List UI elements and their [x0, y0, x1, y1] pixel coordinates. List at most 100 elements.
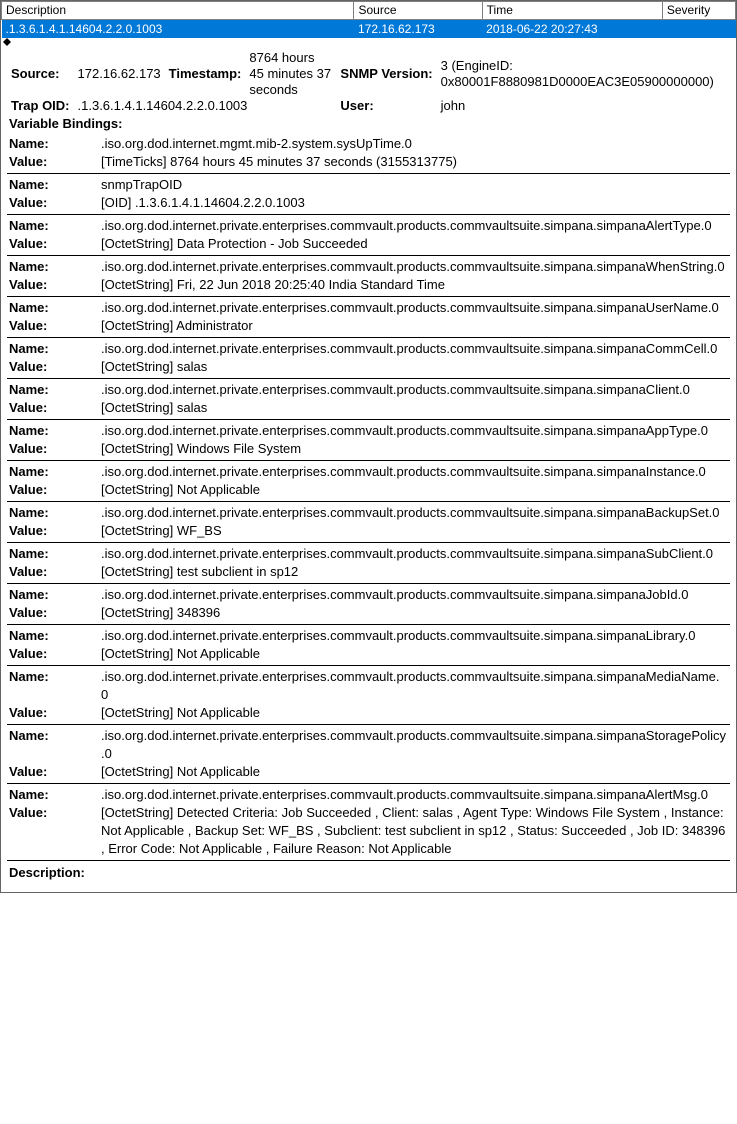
- variable-binding: Name:.iso.org.dod.internet.private.enter…: [7, 584, 730, 625]
- binding-name-label: Name:: [7, 258, 101, 276]
- binding-value-value: [OctetString] Administrator: [101, 317, 730, 335]
- variable-binding: Name:.iso.org.dod.internet.private.enter…: [7, 461, 730, 502]
- binding-name-value: .iso.org.dod.internet.private.enterprise…: [101, 340, 730, 358]
- column-header-source[interactable]: Source: [354, 2, 482, 20]
- binding-name-label: Name:: [7, 176, 101, 194]
- column-header-time[interactable]: Time: [482, 2, 662, 20]
- binding-name-label: Name:: [7, 727, 101, 745]
- variable-binding: Name:snmpTrapOIDValue:[OID] .1.3.6.1.4.1…: [7, 174, 730, 215]
- binding-value-label: Value:: [7, 604, 101, 622]
- binding-value-value: [OctetString] Detected Criteria: Job Suc…: [101, 804, 730, 858]
- variable-binding: Name:.iso.org.dod.internet.private.enter…: [7, 784, 730, 861]
- binding-name-value: .iso.org.dod.internet.private.enterprise…: [101, 727, 730, 763]
- binding-name-label: Name:: [7, 668, 101, 686]
- binding-value-value: [OctetString] 348396: [101, 604, 730, 622]
- binding-name-value: snmpTrapOID: [101, 176, 730, 194]
- variable-binding: Name:.iso.org.dod.internet.private.enter…: [7, 338, 730, 379]
- binding-name-value: .iso.org.dod.internet.private.enterprise…: [101, 627, 730, 645]
- variable-binding: Name:.iso.org.dod.internet.private.enter…: [7, 502, 730, 543]
- value-trap-oid: .1.3.6.1.4.1.14604.2.2.0.1003: [74, 98, 337, 114]
- binding-value-label: Value:: [7, 194, 101, 212]
- variable-binding: Name:.iso.org.dod.internet.private.enter…: [7, 379, 730, 420]
- variable-binding: Name:.iso.org.dod.internet.private.enter…: [7, 215, 730, 256]
- binding-value-value: [OctetString] Windows File System: [101, 440, 730, 458]
- binding-value-value: [OctetString] Data Protection - Job Succ…: [101, 235, 730, 253]
- trap-viewer-window: Description Source Time Severity .1.3.6.…: [0, 0, 737, 893]
- column-header-severity[interactable]: Severity: [662, 2, 735, 20]
- binding-name-value: .iso.org.dod.internet.private.enterprise…: [101, 258, 730, 276]
- binding-name-value: .iso.org.dod.internet.private.enterprise…: [101, 786, 730, 804]
- binding-value-value: [OctetString] test subclient in sp12: [101, 563, 730, 581]
- binding-value-label: Value:: [7, 704, 101, 722]
- variable-binding: Name:.iso.org.dod.internet.private.enter…: [7, 666, 730, 725]
- binding-value-value: [OctetString] salas: [101, 399, 730, 417]
- binding-name-value: .iso.org.dod.internet.private.enterprise…: [101, 668, 730, 704]
- binding-name-label: Name:: [7, 422, 101, 440]
- binding-value-label: Value:: [7, 317, 101, 335]
- binding-name-label: Name:: [7, 545, 101, 563]
- binding-value-label: Value:: [7, 563, 101, 581]
- column-header-row: Description Source Time Severity: [2, 2, 736, 20]
- splitter-bar[interactable]: [1, 38, 736, 46]
- splitter-grip-icon: [3, 38, 15, 46]
- cell-description: .1.3.6.1.4.1.14604.2.2.0.1003: [2, 20, 354, 39]
- variable-binding: Name:.iso.org.dod.internet.private.enter…: [7, 256, 730, 297]
- label-source: Source:: [7, 50, 74, 98]
- binding-value-label: Value:: [7, 276, 101, 294]
- variable-binding: Name:.iso.org.dod.internet.private.enter…: [7, 725, 730, 784]
- binding-name-label: Name:: [7, 586, 101, 604]
- trap-detail-pane: Source: 172.16.62.173 Timestamp: 8764 ho…: [1, 46, 736, 892]
- binding-value-label: Value:: [7, 440, 101, 458]
- cell-severity: [662, 20, 735, 39]
- value-user: john: [437, 98, 730, 114]
- binding-value-value: [OctetString] WF_BS: [101, 522, 730, 540]
- value-source: 172.16.62.173: [74, 50, 165, 98]
- label-timestamp: Timestamp:: [165, 50, 246, 98]
- variable-binding: Name:.iso.org.dod.internet.mgmt.mib-2.sy…: [7, 133, 730, 174]
- description-heading: Description:: [7, 861, 730, 886]
- binding-value-label: Value:: [7, 399, 101, 417]
- binding-value-value: [OID] .1.3.6.1.4.1.14604.2.2.0.1003: [101, 194, 730, 212]
- variable-bindings-heading: Variable Bindings:: [7, 114, 730, 133]
- label-trap-oid: Trap OID:: [7, 98, 74, 114]
- binding-name-label: Name:: [7, 504, 101, 522]
- binding-name-value: .iso.org.dod.internet.private.enterprise…: [101, 463, 730, 481]
- value-snmp-version: 3 (EngineID: 0x80001F8880981D0000EAC3E05…: [437, 50, 730, 98]
- binding-name-label: Name:: [7, 135, 101, 153]
- binding-name-value: .iso.org.dod.internet.private.enterprise…: [101, 381, 730, 399]
- value-timestamp: 8764 hours 45 minutes 37 seconds: [245, 50, 336, 98]
- binding-name-value: .iso.org.dod.internet.private.enterprise…: [101, 422, 730, 440]
- trap-list-row-selected[interactable]: .1.3.6.1.4.1.14604.2.2.0.1003 172.16.62.…: [2, 20, 736, 39]
- binding-value-value: [OctetString] Not Applicable: [101, 645, 730, 663]
- binding-value-value: [OctetString] Not Applicable: [101, 763, 730, 781]
- label-user: User:: [336, 98, 436, 114]
- summary-table: Source: 172.16.62.173 Timestamp: 8764 ho…: [7, 50, 730, 114]
- binding-name-value: .iso.org.dod.internet.private.enterprise…: [101, 217, 730, 235]
- binding-value-label: Value:: [7, 153, 101, 171]
- binding-value-label: Value:: [7, 358, 101, 376]
- binding-value-value: [OctetString] Not Applicable: [101, 481, 730, 499]
- binding-value-value: [TimeTicks] 8764 hours 45 minutes 37 sec…: [101, 153, 730, 171]
- binding-name-label: Name:: [7, 340, 101, 358]
- binding-name-label: Name:: [7, 381, 101, 399]
- binding-value-label: Value:: [7, 763, 101, 781]
- binding-value-value: [OctetString] Not Applicable: [101, 704, 730, 722]
- trap-list-table: Description Source Time Severity .1.3.6.…: [1, 1, 736, 38]
- binding-name-value: .iso.org.dod.internet.mgmt.mib-2.system.…: [101, 135, 730, 153]
- binding-name-label: Name:: [7, 299, 101, 317]
- binding-value-value: [OctetString] Fri, 22 Jun 2018 20:25:40 …: [101, 276, 730, 294]
- binding-name-label: Name:: [7, 463, 101, 481]
- binding-value-label: Value:: [7, 522, 101, 540]
- binding-value-label: Value:: [7, 235, 101, 253]
- variable-binding: Name:.iso.org.dod.internet.private.enter…: [7, 543, 730, 584]
- cell-time: 2018-06-22 20:27:43: [482, 20, 662, 39]
- column-header-description[interactable]: Description: [2, 2, 354, 20]
- variable-binding: Name:.iso.org.dod.internet.private.enter…: [7, 297, 730, 338]
- binding-name-value: .iso.org.dod.internet.private.enterprise…: [101, 504, 730, 522]
- binding-value-value: [OctetString] salas: [101, 358, 730, 376]
- binding-name-value: .iso.org.dod.internet.private.enterprise…: [101, 586, 730, 604]
- binding-name-label: Name:: [7, 627, 101, 645]
- variable-bindings-list: Name:.iso.org.dod.internet.mgmt.mib-2.sy…: [7, 133, 730, 861]
- cell-source: 172.16.62.173: [354, 20, 482, 39]
- binding-value-label: Value:: [7, 645, 101, 663]
